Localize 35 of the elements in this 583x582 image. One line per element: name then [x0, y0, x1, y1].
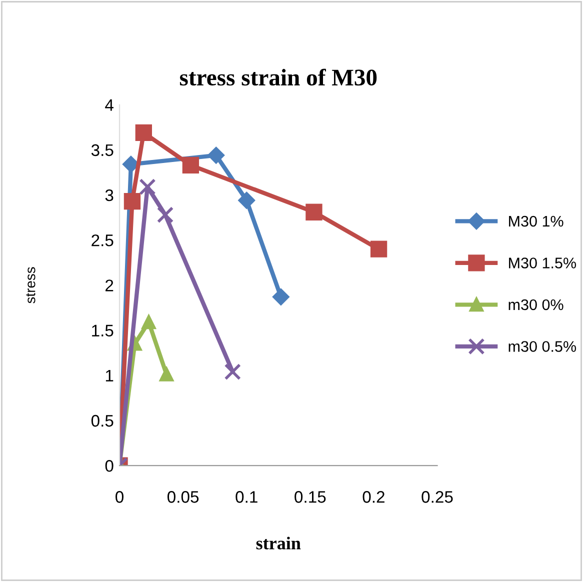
x-tick-label: 0.25: [422, 491, 453, 503]
point: [238, 192, 255, 209]
x-tick-label: 0.05: [167, 491, 199, 503]
y-tick-label: 1.5: [92, 324, 114, 336]
x-axis-title: strain: [256, 536, 301, 550]
point: [208, 147, 224, 164]
point: [156, 206, 174, 224]
point: [224, 363, 241, 380]
y-tick-label: 0.5: [91, 414, 114, 427]
point: [139, 178, 156, 196]
y-tick-label: 4: [105, 99, 114, 111]
x-tick-label: 0.2: [362, 491, 384, 503]
legend-label: m30 0%: [508, 299, 564, 310]
y-tick-label: 3: [105, 189, 114, 202]
point: [182, 156, 200, 174]
legend-label: m30 0.5%: [508, 341, 576, 352]
y-tick-label: 2.5: [92, 234, 114, 246]
x-tick-label: 0.1: [236, 491, 258, 503]
x-tick-label: 0: [116, 491, 124, 503]
point: [370, 240, 388, 258]
y-tick-label: 1: [106, 370, 114, 382]
chart-title: stress strain of M30: [180, 68, 377, 86]
point: [160, 368, 174, 382]
y-tick-label: 0: [105, 460, 114, 472]
point: [272, 288, 290, 306]
y-axis-title: stress: [26, 267, 36, 304]
point: [135, 124, 152, 142]
legend-label: M30 1.5%: [509, 258, 576, 268]
x-tick-label: 0.15: [294, 491, 326, 503]
point: [124, 192, 141, 210]
point: [142, 315, 156, 330]
point: [306, 204, 322, 220]
y-tick-label: 3.5: [91, 144, 114, 156]
legend-label: M30 1%: [509, 216, 564, 227]
y-tick-label: 2: [106, 280, 114, 292]
